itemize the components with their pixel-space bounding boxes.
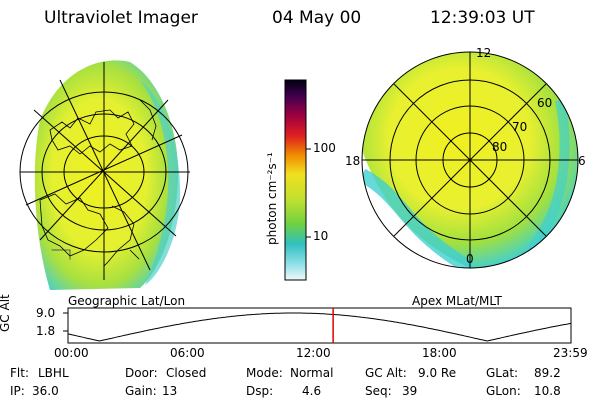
lat-label-80: 80 — [492, 140, 508, 154]
ip-label: IP: — [10, 384, 25, 398]
mode-label: Mode: — [246, 366, 283, 380]
flt-value: LBHL — [38, 366, 69, 380]
mode-value: Normal — [290, 366, 334, 380]
ip-value: 36.0 — [32, 384, 59, 398]
glat-label: GLat: — [486, 366, 519, 380]
colorbar-label: photon cm⁻²s⁻¹ — [265, 152, 279, 245]
altitude-xtick-0600: 06:00 — [170, 346, 205, 360]
door-value: Closed — [166, 366, 207, 380]
door-label: Door: — [125, 366, 158, 380]
left-grid — [19, 62, 190, 280]
gain-label: Gain: — [125, 384, 157, 398]
colorbar-tick-10: 10 — [313, 229, 329, 243]
altitude-ytick-9: 9.0 — [36, 306, 56, 320]
instrument-title: Ultraviolet Imager — [44, 8, 198, 28]
time-label: 12:39:03 UT — [430, 8, 535, 28]
altitude-xtick-1200: 12:00 — [296, 346, 331, 360]
glon-label: GLon: — [486, 384, 521, 398]
gain-value: 13 — [162, 384, 178, 398]
dsp-label: Dsp: — [246, 384, 274, 398]
lat-label-70: 70 — [512, 120, 528, 134]
altitude-xtick-2359: 23:59 — [553, 346, 588, 360]
gc-alt-label: GC Alt: — [365, 366, 407, 380]
mlt-label-6: 6 — [578, 154, 586, 168]
lat-label-60: 60 — [537, 96, 553, 110]
flt-label: Flt: — [10, 366, 29, 380]
mlt-label-12: 12 — [476, 46, 492, 60]
altitude-curve — [67, 312, 572, 342]
gc-alt-value: 9.0 Re — [418, 366, 457, 380]
right-grid — [361, 51, 579, 269]
left-panel-caption: Geographic Lat/Lon — [68, 294, 186, 308]
altitude-xtick-1800: 18:00 — [422, 346, 457, 360]
colorbar-tick-100: 100 — [313, 141, 336, 155]
left-auroral-image — [34, 60, 181, 290]
glon-value: 10.8 — [534, 384, 561, 398]
date-label: 04 May 00 — [272, 8, 362, 28]
mlt-label-18: 18 — [345, 154, 361, 168]
dsp-value: 4.6 — [302, 384, 322, 398]
mlt-label-0: 0 — [466, 252, 474, 266]
altitude-ylabel: GC Alt — [0, 294, 12, 332]
altitude-xtick-0000: 00:00 — [54, 346, 89, 360]
colorbar — [284, 79, 307, 281]
seq-label: Seq: — [365, 384, 392, 398]
altitude-ytick-1-8: 1.8 — [36, 324, 56, 338]
seq-value: 39 — [402, 384, 418, 398]
right-panel-caption: Apex MLat/MLT — [412, 294, 502, 308]
glat-value: 89.2 — [534, 366, 561, 380]
